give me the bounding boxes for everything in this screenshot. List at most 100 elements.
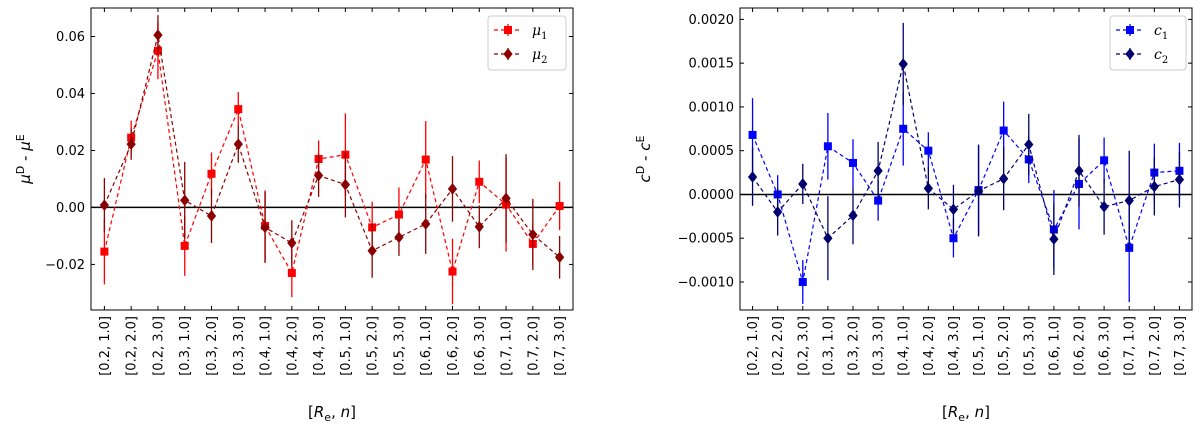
series-c1: [748, 92, 1184, 304]
y-tick-label: 0.04: [56, 87, 85, 102]
x-tick-label: [0.7, 3.0]: [553, 316, 568, 376]
data-point: [313, 169, 324, 182]
data-point: [233, 138, 243, 150]
y-tick-label: 0.0000: [689, 188, 735, 203]
x-tick-label: [0.7, 1.0]: [1123, 316, 1138, 376]
data-point: [1024, 138, 1034, 151]
data-point: [923, 182, 933, 195]
x-tick-label: [0.3, 3.0]: [872, 316, 887, 376]
series-line: [103, 50, 561, 275]
x-tick-label: [0.3, 2.0]: [847, 316, 862, 376]
data-point: [180, 194, 190, 207]
data-point: [949, 234, 958, 243]
x-tick-label: [0.2, 3.0]: [151, 316, 166, 376]
data-point: [823, 232, 833, 245]
x-tick-label: [0.5, 2.0]: [366, 316, 381, 376]
x-tick-label: [0.5, 3.0]: [392, 316, 407, 376]
data-point: [924, 146, 933, 155]
x-axis-label: [Re, n]: [942, 403, 990, 424]
data-point: [849, 158, 857, 167]
data-point: [207, 169, 216, 178]
data-point: [528, 228, 538, 241]
y-axis-label: μD - μE: [14, 134, 34, 185]
data-point: [475, 177, 484, 186]
data-point: [421, 218, 431, 230]
x-tick-label: [0.4, 3.0]: [947, 316, 962, 376]
data-point: [234, 105, 243, 114]
y-tick-label: 0.0020: [689, 13, 735, 28]
data-point: [999, 172, 1009, 185]
x-tick-label: [0.4, 2.0]: [285, 316, 300, 376]
data-point: [1049, 233, 1059, 245]
series-line: [103, 34, 560, 258]
data-point: [474, 221, 484, 233]
y-tick-label: −0.0010: [678, 275, 734, 290]
data-point: [554, 251, 565, 264]
x-tick-label: [0.7, 2.0]: [1148, 316, 1163, 376]
x-tick-label: [0.7, 2.0]: [526, 316, 541, 376]
plot-frame: [90, 7, 574, 311]
data-point: [823, 142, 832, 151]
y-tick-label: 0.00: [56, 201, 85, 216]
data-point: [1124, 194, 1134, 207]
x-axis-label: [Re, n]: [308, 403, 356, 424]
x-tick-label: [0.6, 2.0]: [446, 316, 461, 376]
x-tick-label: [0.4, 2.0]: [922, 316, 937, 376]
y-axis-label: cD - cE: [634, 136, 654, 183]
y-tick-label: 0.0015: [689, 57, 735, 72]
chart-panel-2: −0.0010 −0.0005 0.0000 0.0005 0.0010 0.0015 0.…: [634, 7, 1193, 424]
y-tick-label: −0.02: [45, 258, 85, 273]
series-line: [752, 127, 1180, 283]
x-tick-label: [0.2, 1.0]: [746, 316, 761, 376]
data-point: [126, 138, 136, 150]
chart-panel-1: −0.02 0.00 0.02 0.04 0.06 [0.2, 1.0] [0.2, 2.0…: [14, 7, 574, 424]
data-point: [260, 221, 270, 234]
x-tick-label: [0.2, 2.0]: [125, 316, 140, 376]
data-point: [501, 192, 511, 205]
y-tick-label: 0.0005: [689, 144, 735, 159]
data-point: [1074, 165, 1084, 177]
data-point: [447, 183, 458, 195]
x-tick-label: [0.2, 3.0]: [796, 316, 811, 376]
x-tick-label: [0.3, 2.0]: [205, 316, 220, 376]
series-line: [752, 63, 1180, 242]
data-point: [394, 231, 404, 244]
x-tick-label: [0.6, 3.0]: [1098, 316, 1113, 376]
data-point: [180, 241, 189, 250]
data-point: [153, 29, 163, 41]
y-tick-label: 0.0010: [689, 100, 735, 115]
data-point: [1100, 156, 1109, 165]
data-point: [1099, 200, 1109, 213]
data-point: [340, 178, 351, 191]
legend-marker: [503, 48, 513, 60]
data-point: [367, 244, 377, 257]
data-point: [748, 130, 757, 139]
data-point: [99, 199, 110, 211]
series-μ2: [99, 15, 565, 279]
data-point: [394, 210, 403, 219]
legend-marker: [1126, 26, 1134, 34]
x-tick-label: [0.3, 1.0]: [178, 316, 193, 376]
x-tick-label: [0.6, 3.0]: [473, 316, 488, 376]
data-point: [555, 202, 564, 211]
y-tick-label: 0.02: [56, 144, 85, 159]
x-tick-label: [0.6, 1.0]: [1047, 316, 1062, 376]
data-point: [206, 210, 217, 222]
data-point: [999, 126, 1008, 135]
y-tick-label: 0.06: [56, 30, 85, 45]
data-point: [448, 267, 457, 276]
x-tick-label: [0.7, 1.0]: [500, 316, 515, 376]
x-tick-label: [0.5, 1.0]: [972, 316, 987, 376]
data-point: [798, 277, 807, 286]
x-tick-label: [0.2, 1.0]: [98, 316, 113, 376]
legend-box: [1109, 15, 1187, 71]
x-tick-label: [0.5, 2.0]: [997, 316, 1012, 376]
data-point: [100, 247, 109, 256]
series-c2: [747, 22, 1185, 281]
x-tick-label: [0.4, 1.0]: [897, 316, 912, 376]
y-tick-label: −0.0005: [678, 232, 734, 247]
data-point: [848, 209, 858, 222]
